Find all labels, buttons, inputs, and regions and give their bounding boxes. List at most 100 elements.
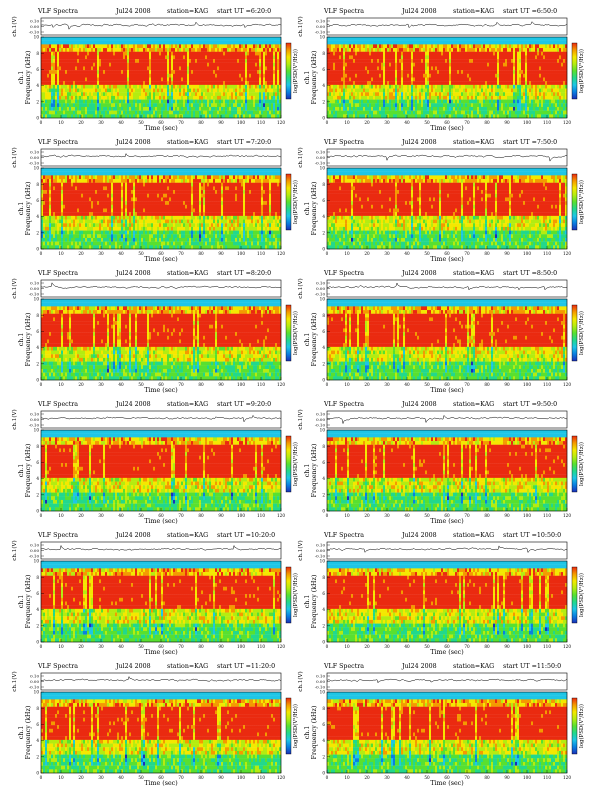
spectrogram-cell bbox=[47, 66, 49, 70]
spectrogram-cell bbox=[241, 44, 243, 48]
spectrogram-cell bbox=[267, 74, 269, 78]
spectrogram-cell bbox=[275, 103, 277, 107]
spectrogram-cell bbox=[213, 70, 215, 74]
spectrogram-cell bbox=[57, 85, 59, 89]
spectrogram-cell bbox=[71, 74, 73, 78]
spectrogram-cell bbox=[343, 89, 345, 93]
spectrogram-cell bbox=[187, 41, 189, 45]
spectrogram-cell bbox=[225, 111, 227, 115]
spectrogram-cell bbox=[105, 74, 107, 78]
spectrogram-cell bbox=[193, 55, 195, 59]
spectrogram-cell bbox=[207, 63, 209, 67]
spectrogram-cell bbox=[137, 59, 139, 63]
spectrogram-cell bbox=[95, 55, 97, 59]
spectrogram-cell bbox=[223, 111, 225, 115]
spectrogram-cell bbox=[189, 59, 191, 63]
spectrogram-cell bbox=[173, 74, 175, 78]
spectrogram-cell bbox=[213, 85, 215, 89]
spectrogram-cell bbox=[231, 89, 233, 93]
spectrogram-cell bbox=[117, 66, 119, 70]
spectrogram-cell bbox=[173, 55, 175, 59]
spectrogram-cell bbox=[335, 85, 337, 89]
spectrogram-cell bbox=[63, 103, 65, 107]
spectrogram-cell bbox=[201, 66, 203, 70]
spectrogram-cell bbox=[347, 55, 349, 59]
spectrogram-cell bbox=[135, 66, 137, 70]
spectrogram-cell bbox=[165, 100, 167, 104]
spectrogram-cell bbox=[57, 114, 59, 118]
spectrogram-cell bbox=[209, 70, 211, 74]
spectrogram-cell bbox=[335, 44, 337, 48]
spectrogram-cell bbox=[195, 52, 197, 56]
spectrogram-cell bbox=[159, 107, 161, 111]
spectrogram-cell bbox=[41, 89, 43, 93]
spectrogram-cell bbox=[81, 70, 83, 74]
spectrogram-cell bbox=[275, 111, 277, 115]
spectrogram-cell bbox=[267, 107, 269, 111]
spectrogram-cell bbox=[333, 85, 335, 89]
spectrogram-cell bbox=[117, 52, 119, 56]
spectrogram-cell bbox=[277, 63, 279, 67]
spectrogram-cell bbox=[249, 74, 251, 78]
spectrogram-cell bbox=[73, 100, 75, 104]
spectrogram-cell bbox=[233, 107, 235, 111]
spectrogram-cell bbox=[101, 92, 103, 96]
spectrogram-cell bbox=[343, 78, 345, 82]
spectrogram-cell bbox=[155, 48, 157, 52]
spectrogram-cell bbox=[73, 81, 75, 85]
spectrogram-cell bbox=[265, 48, 267, 52]
spectrogram-cell bbox=[135, 55, 137, 59]
spectrogram-cell bbox=[119, 59, 121, 63]
spectrogram-cell bbox=[249, 66, 251, 70]
spectrogram-cell bbox=[123, 63, 125, 67]
spectrogram-cell bbox=[61, 100, 63, 104]
spectrogram-cell bbox=[55, 103, 57, 107]
spectrogram-cell bbox=[123, 70, 125, 74]
spectrogram-cell bbox=[231, 111, 233, 115]
spectrogram-cell bbox=[49, 59, 51, 63]
spectrogram-cell bbox=[83, 107, 85, 111]
spectrogram-cell bbox=[263, 37, 265, 41]
spectrogram-cell bbox=[333, 114, 335, 118]
spectrogram-cell bbox=[165, 66, 167, 70]
spectrogram-cell bbox=[95, 100, 97, 104]
spectrogram-cell bbox=[335, 66, 337, 70]
spectrogram-cell bbox=[177, 52, 179, 56]
spectrogram-cell bbox=[157, 89, 159, 93]
spectrogram-cell bbox=[129, 52, 131, 56]
time-tick-label: 110 bbox=[257, 120, 265, 125]
spectrogram-cell bbox=[91, 59, 93, 63]
spectrogram-cell bbox=[263, 96, 265, 100]
spectrogram-cell bbox=[179, 59, 181, 63]
spectrogram-cell bbox=[127, 85, 129, 89]
spectrogram-cell bbox=[123, 107, 125, 111]
spectrogram-cell bbox=[127, 48, 129, 52]
spectrogram-cell bbox=[71, 92, 73, 96]
spectrogram-cell bbox=[203, 37, 205, 41]
spectrogram-cell bbox=[83, 78, 85, 82]
spectrogram-cell bbox=[339, 89, 341, 93]
spectrogram-cell bbox=[205, 96, 207, 100]
spectrogram-cell bbox=[89, 48, 91, 52]
spectrogram-cell bbox=[153, 63, 155, 67]
spectrogram-cell bbox=[199, 100, 201, 104]
spectrogram-cell bbox=[107, 52, 109, 56]
spectrogram-cell bbox=[65, 114, 67, 118]
waveform-axis-label: ch.1(V) bbox=[11, 16, 18, 36]
spectrogram-cell bbox=[249, 70, 251, 74]
spectrogram-cell bbox=[167, 59, 169, 63]
spectrogram-cell bbox=[163, 37, 165, 41]
spectrogram-cell bbox=[191, 52, 193, 56]
spectrogram-cell bbox=[191, 114, 193, 118]
spectrogram-cell bbox=[189, 92, 191, 96]
spectrogram-cell bbox=[189, 85, 191, 89]
spectrogram-cell bbox=[229, 55, 231, 59]
spectrogram-cell bbox=[201, 37, 203, 41]
spectrogram-cell bbox=[199, 44, 201, 48]
spectrogram-cell bbox=[157, 74, 159, 78]
spectrogram-cell bbox=[95, 48, 97, 52]
spectrogram-cell bbox=[121, 66, 123, 70]
time-tick-label: 120 bbox=[277, 120, 285, 125]
spectrogram-cell bbox=[267, 37, 269, 41]
spectrogram-cell bbox=[121, 78, 123, 82]
